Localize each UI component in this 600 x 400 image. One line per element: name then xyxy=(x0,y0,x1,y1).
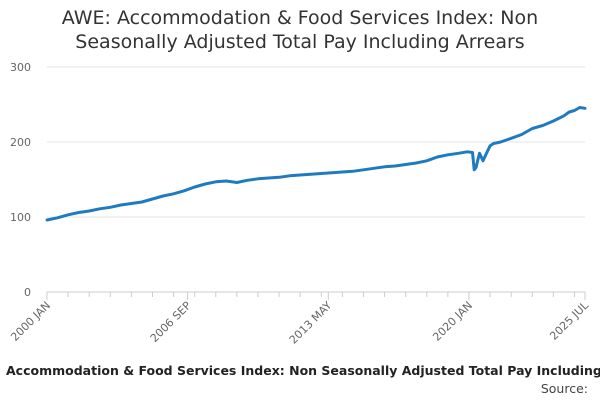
x-tick-label-1: 2006 SEP xyxy=(148,299,194,345)
y-tick-label-300: 300 xyxy=(10,61,31,74)
series-line-0 xyxy=(45,106,587,222)
y-tick-label-200: 200 xyxy=(10,136,31,149)
legend-label: Accommodation & Food Services Index: Non… xyxy=(6,363,600,378)
chart-title-line-2: Seasonally Adjusted Total Pay Including … xyxy=(75,31,525,53)
x-tick-label-0: 2000 JAN xyxy=(8,299,53,344)
x-tick-label-2: 2013 MAY xyxy=(287,299,335,347)
source-label: Source: xyxy=(540,381,588,396)
chart-title-line-1: AWE: Accommodation & Food Services Index… xyxy=(61,7,539,29)
y-tick-label-0: 0 xyxy=(24,286,31,299)
chart-title: AWE: Accommodation & Food Services Index… xyxy=(0,6,600,54)
x-tick-label-3: 2020 JAN xyxy=(430,299,475,344)
y-tick-label-100: 100 xyxy=(10,211,31,224)
x-tick-label-4: 2025 JUL xyxy=(547,298,591,342)
